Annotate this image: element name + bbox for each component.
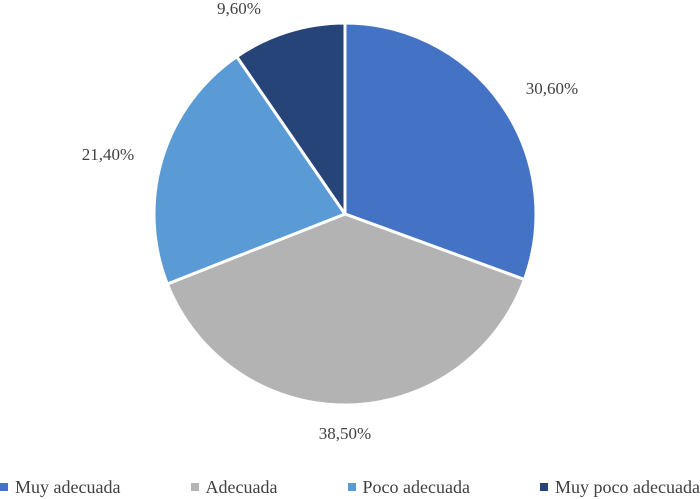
legend-swatch-adecuada	[190, 483, 199, 491]
pie-slice-muy-adecuada	[343, 21, 538, 281]
pie-slice-poco-adecuada	[152, 55, 347, 286]
data-label-muy-adecuada: 30,60%	[526, 79, 578, 98]
data-label-muy-poco-adecuada: 9,60%	[217, 0, 261, 18]
pie-svg: 30,60% 38,50% 21,40% 9,60%	[82, 0, 578, 443]
pie-slice-adecuada	[165, 212, 526, 407]
legend: Muy adecuada Adecuada Poco adecuada Muy …	[0, 475, 700, 499]
legend-swatch-poco-adecuada	[347, 483, 356, 491]
legend-swatch-muy-poco-adecuada	[540, 483, 549, 491]
data-label-adecuada: 38,50%	[319, 424, 371, 443]
pie-slice-muy-poco-adecuada	[235, 21, 347, 216]
legend-item-poco-adecuada: Poco adecuada	[347, 476, 470, 498]
data-label-poco-adecuada: 21,40%	[82, 145, 134, 164]
legend-swatch-muy-adecuada	[0, 483, 8, 491]
legend-label-poco-adecuada: Poco adecuada	[362, 476, 470, 497]
legend-item-muy-poco-adecuada: Muy poco adecuada	[540, 477, 700, 498]
legend-label-muy-adecuada: Muy adecuada	[15, 476, 121, 497]
legend-label-muy-poco-adecuada: Muy poco adecuada	[555, 476, 700, 497]
legend-item-adecuada: Adecuada	[190, 476, 278, 498]
legend-label-adecuada: Adecuada	[205, 476, 278, 497]
legend-item-muy-adecuada: Muy adecuada	[0, 477, 120, 498]
